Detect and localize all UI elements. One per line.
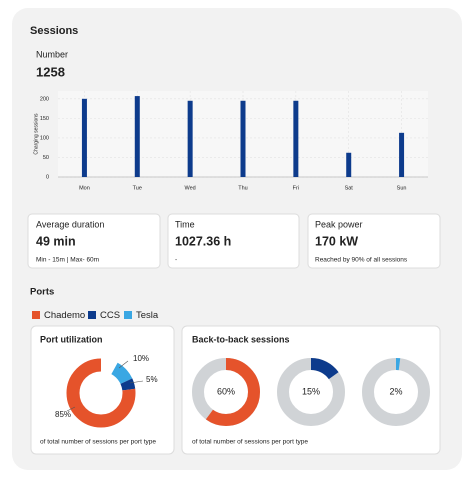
y-tick-label: 100 <box>40 135 49 141</box>
value-label: 5% <box>146 375 158 384</box>
stat-value: 170 kW <box>315 234 358 248</box>
bar <box>399 132 405 177</box>
y-tick-label: 150 <box>40 116 49 122</box>
y-tick-label: 50 <box>43 155 49 161</box>
stat-value: 49 min <box>36 234 76 248</box>
bar <box>240 100 246 177</box>
donut-center-label: 15% <box>302 386 320 396</box>
stat-label: Average duration <box>36 219 104 229</box>
stat-value: 1027.36 h <box>175 234 231 248</box>
chart-card <box>181 325 441 455</box>
legend-swatch <box>32 311 40 319</box>
legend-swatch <box>124 311 132 319</box>
bar <box>134 96 140 177</box>
x-tick-label: Tue <box>133 185 142 191</box>
donut-segment <box>66 358 136 428</box>
bar <box>293 100 299 177</box>
x-tick-label: Sat <box>345 185 354 191</box>
donut-segment <box>277 358 345 426</box>
metric-value: 1258 <box>36 64 65 79</box>
metric-label: Number <box>36 49 68 59</box>
leader <box>129 380 144 384</box>
x-tick-label: Mon <box>79 185 90 191</box>
leader <box>118 360 129 369</box>
stat-label: Peak power <box>315 219 363 229</box>
stat-label: Time <box>175 219 195 229</box>
y-tick-label: 200 <box>40 96 49 102</box>
ports-title: Ports <box>30 287 54 298</box>
legend-swatch <box>88 311 96 319</box>
sessions-title: Sessions <box>30 25 78 37</box>
stat-card <box>27 213 161 269</box>
legend-label: CCS <box>100 310 120 321</box>
x-tick-label: Wed <box>185 185 196 191</box>
donut-segment <box>192 358 260 426</box>
card-title: Port utilization <box>40 334 103 344</box>
legend-label: Tesla <box>136 310 159 321</box>
legend-label: Chademo <box>44 310 85 321</box>
donut-segment <box>362 358 430 426</box>
x-tick-label: Fri <box>293 185 299 191</box>
stat-note: Min - 15m | Max- 60m <box>36 257 99 264</box>
card-title: Back-to-back sessions <box>192 334 290 344</box>
donut-center-label: 60% <box>217 386 235 396</box>
donut-center-label: 2% <box>389 386 402 396</box>
leader <box>66 406 76 412</box>
stat-note: Reached by 90% of all sessions <box>315 257 408 264</box>
x-tick-label: Thu <box>238 185 247 191</box>
bar <box>81 98 87 177</box>
x-tick-label: Sun <box>397 185 407 191</box>
value-label: 85% <box>55 410 71 419</box>
stat-card <box>307 213 441 269</box>
stat-card <box>167 213 300 269</box>
bar <box>346 152 352 177</box>
y-tick-label: 0 <box>46 174 49 180</box>
y-axis-label: Charging sessions <box>33 113 39 155</box>
chart-card <box>30 325 175 455</box>
stat-note: - <box>175 257 177 264</box>
card-note: of total number of sessions per port typ… <box>192 439 308 446</box>
bar <box>187 100 193 177</box>
card-note: of total number of sessions per port typ… <box>40 439 156 446</box>
value-label: 10% <box>133 354 149 363</box>
